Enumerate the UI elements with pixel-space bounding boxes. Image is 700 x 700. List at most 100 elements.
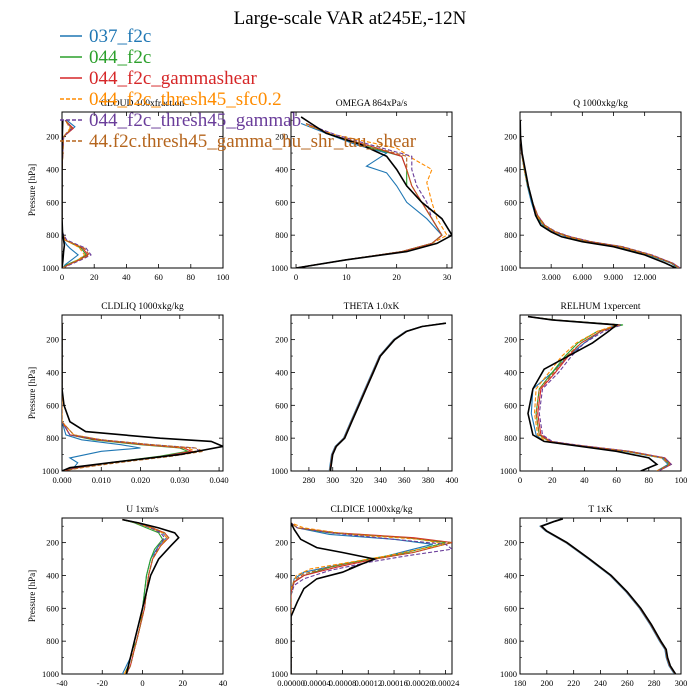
panel-title: CLDLIQ 1000xkg/kg [101,302,184,312]
series-line-6 [291,522,452,674]
y-tick-label: 600 [275,603,288,613]
legend-label: 44.f2c.thresh45_gamma_hu_shr_tau_shear [89,131,417,152]
plot-frame [290,314,453,472]
series-line-6 [539,518,676,674]
plot-frame [519,517,682,675]
y-tick-label: 400 [46,570,59,580]
y-tick-label: 800 [275,230,288,240]
series-line-1 [520,120,679,268]
y-tick-label: 600 [46,197,59,207]
reference-line [291,522,378,674]
x-tick-label: 0.00012 [354,678,382,688]
legend: 037_f2c044_f2c044_f2c_gammashear044_f2c_… [60,26,417,152]
y-tick-label: 1000 [271,669,288,679]
x-tick-label: 20 [548,475,557,485]
x-tick-label: 60 [154,272,163,282]
x-tick-label: 300 [326,475,339,485]
reference-line [122,518,180,674]
panel-title: THETA 1.0xK [344,302,400,312]
legend-label: 044_f2c_thresh45_gammab [89,110,301,131]
x-tick-label: 100 [217,272,230,282]
y-tick-label: 200 [504,335,517,345]
y-tick-label: 800 [504,433,517,443]
y-tick-label: 200 [275,132,288,142]
x-tick-label: 0.000 [52,475,71,485]
x-tick-label: 80 [645,475,654,485]
x-tick-label: 6.000 [573,272,592,282]
x-tick-label: 180 [514,678,527,688]
series-line-5 [295,122,443,268]
legend-label: 044_f2c_gammashear [89,68,257,89]
x-tick-label: 100 [675,475,688,485]
x-tick-label: 40 [580,475,589,485]
x-tick-label: 0.040 [210,475,229,485]
x-tick-label: 0.00020 [406,678,434,688]
x-tick-label: 0.030 [170,475,189,485]
x-tick-label: 20 [179,678,188,688]
series-line-3 [62,119,89,268]
y-tick-label: 800 [275,636,288,646]
panel-title: CLOUD 100xfraction [101,98,185,109]
y-tick-label: 200 [504,538,517,548]
series-line-2 [539,518,676,674]
x-tick-label: 40 [122,272,131,282]
panel-theta: THETA 1.0xK 200 400 600 800 1000 280 300 320 340 3… [271,302,458,485]
y-tick-label: 1000 [500,669,517,679]
x-tick-label: 0.010 [92,475,111,485]
plot-frame [519,314,682,472]
legend-label: 044_f2c_thresh45_sfc0.2 [89,89,282,110]
panel-title: U 1xm/s [126,505,159,515]
x-tick-label: 0 [294,272,298,282]
series-line-1 [328,322,445,471]
series-line-6 [520,120,680,268]
x-tick-label: 40 [219,678,228,688]
y-tick-label: 600 [504,400,517,410]
series-line-4 [520,120,680,268]
panel-title: OMEGA 864xPa/s [336,99,408,109]
y-tick-label: 200 [46,132,59,142]
plot-frame [290,111,453,269]
panel-title: T 1xK [588,505,613,515]
y-tick-label: 800 [46,636,59,646]
y-tick-label: 200 [275,335,288,345]
series-line-2 [329,322,446,471]
y-tick-label: 1000 [42,669,59,679]
series-line-4 [540,518,676,674]
x-tick-label: 80 [187,272,196,282]
x-tick-label: 220 [567,678,580,688]
reference-line [62,323,223,471]
x-tick-label: 0.00016 [380,678,408,688]
x-tick-label: 12.000 [633,272,656,282]
series-line-1 [62,323,141,471]
x-tick-label: 400 [446,475,459,485]
series-line-3 [539,518,676,674]
panel-cldice: CLDICE 1000xkg/kg 200 400 600 800 10000.00000… [271,505,460,688]
figure-title: Large-scale VAR at245E,-12N [234,8,467,29]
x-tick-label: 300 [675,678,688,688]
reference-line [527,315,659,471]
y-axis-label: Pressure [hPa] [27,570,37,622]
panel-u: U 1xm/s 200 400 600 800 1000-40 -20 0 20 40 Pressu… [27,505,227,688]
y-tick-label: 600 [275,197,288,207]
x-tick-label: 200 [540,678,553,688]
series-line-5 [291,522,452,674]
series-line-3 [520,120,681,268]
x-tick-label: 0.00000 [277,678,305,688]
reference-line [62,120,66,268]
series-line-1 [539,518,675,674]
y-tick-label: 200 [275,538,288,548]
y-tick-label: 1000 [271,466,288,476]
x-tick-label: 0 [140,678,144,688]
reference-line [520,120,677,268]
plot-frame [61,314,224,472]
legend-label: 044_f2c [89,47,151,68]
series-line-6 [62,119,91,268]
y-tick-label: 800 [275,433,288,443]
y-tick-label: 800 [46,230,59,240]
y-tick-label: 1000 [42,466,59,476]
y-tick-label: 800 [46,433,59,443]
panel-title: RELHUM 1xpercent [561,302,641,312]
series-line-5 [540,518,676,674]
